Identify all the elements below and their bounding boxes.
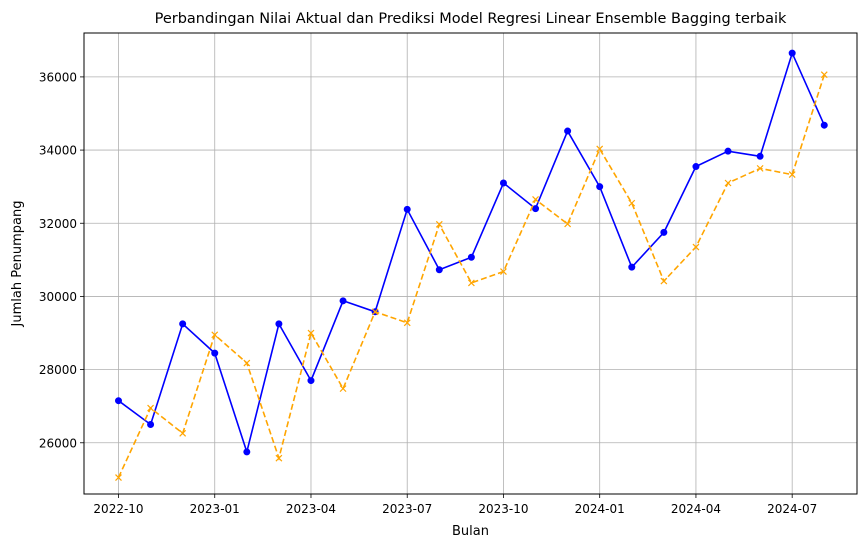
data-point: [499, 179, 507, 187]
data-point: [211, 349, 219, 357]
y-tick-label: 28000: [39, 363, 77, 377]
y-tick-label: 36000: [39, 70, 77, 84]
data-point: [211, 331, 219, 339]
data-point: [596, 145, 604, 153]
x-tick-label: 2024-07: [767, 502, 817, 516]
data-point: [403, 205, 411, 213]
y-tick-label: 34000: [39, 144, 77, 158]
data-point: [628, 263, 636, 271]
y-tick-label: 32000: [39, 217, 77, 231]
x-tick-label: 2024-04: [671, 502, 721, 516]
data-point: [115, 397, 122, 405]
data-point: [467, 279, 475, 287]
data-point: [724, 147, 732, 155]
data-point: [724, 179, 732, 187]
data-point: [564, 127, 572, 135]
data-point: [467, 253, 475, 261]
y-axis-label: Jumlah Penumpang: [10, 201, 25, 328]
data-point: [820, 71, 828, 79]
data-point: [435, 266, 443, 274]
data-point: [243, 448, 251, 456]
data-point: [628, 199, 636, 207]
data-point: [179, 429, 187, 437]
data-point: [660, 277, 668, 285]
data-point: [307, 377, 315, 385]
y-tick-label: 30000: [39, 290, 77, 304]
data-point: [596, 183, 604, 191]
data-point: [339, 385, 347, 393]
data-point: [403, 319, 411, 327]
x-tick-label: 2023-10: [478, 502, 528, 516]
ticks: 2022-10 2023-01 2023-04 2023-07 2023-10 2024-…: [39, 70, 817, 516]
x-tick-label: 2023-04: [286, 502, 336, 516]
series-line-2: [117, 74, 826, 478]
data-point: [435, 220, 443, 228]
data-point: [115, 474, 122, 481]
data-point: [788, 49, 796, 57]
data-point: [532, 196, 539, 203]
data-point: [532, 205, 540, 213]
x-tick-label: 2024-01: [575, 502, 625, 516]
x-tick-label: 2023-01: [190, 502, 240, 516]
plot-frame: [83, 32, 858, 495]
data-point: [788, 171, 796, 179]
data-point: [692, 163, 700, 171]
y-tick-label: 26000: [39, 436, 77, 450]
data-point: [307, 329, 315, 337]
data-point: [692, 243, 700, 251]
data-point: [756, 152, 764, 160]
data-point: [339, 297, 347, 305]
data-point: [371, 308, 379, 316]
series-layer: [115, 49, 828, 481]
x-tick-label: 2022-10: [93, 502, 143, 516]
data-point: [275, 320, 283, 328]
data-point: [820, 121, 828, 129]
chart-title: Perbandingan Nilai Aktual dan Prediksi M…: [155, 11, 787, 27]
data-point: [564, 220, 572, 228]
data-point: [147, 404, 155, 412]
x-axis-label: Bulan: [452, 524, 489, 539]
data-point: [660, 228, 668, 236]
x-tick-label: 2023-07: [382, 502, 432, 516]
data-point: [179, 320, 187, 328]
data-point: [147, 420, 155, 428]
data-point: [500, 268, 507, 275]
data-point: [756, 164, 764, 172]
data-point: [243, 359, 251, 367]
data-point: [275, 454, 283, 462]
